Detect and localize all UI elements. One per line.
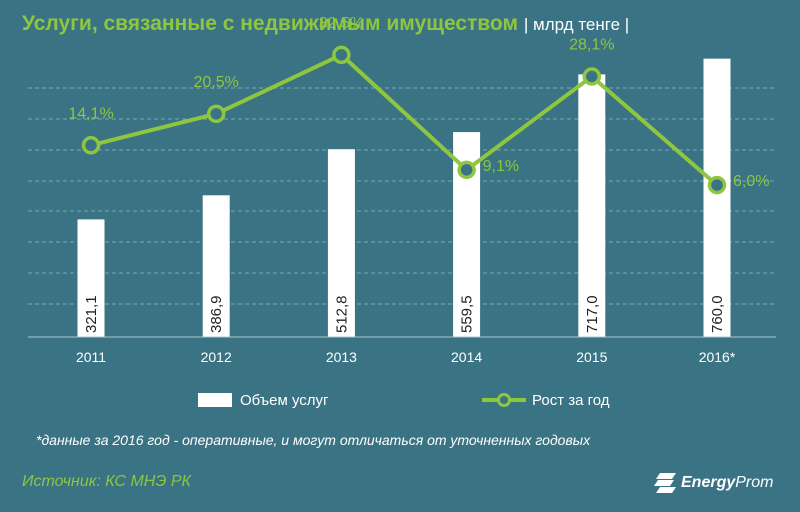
growth-marker-2014 — [457, 160, 476, 180]
energyprom-logo-mark — [654, 473, 676, 493]
bar-label-2013: 512,8 — [333, 295, 350, 333]
growth-marker-2012 — [206, 104, 226, 124]
bar-label-2011: 321,1 — [83, 295, 100, 333]
legend-line-swatch — [482, 393, 526, 407]
growth-marker-2011 — [81, 136, 101, 155]
energyprom-logo: EnergyProm — [654, 470, 773, 496]
bar-series — [77, 58, 731, 338]
legend-item-growth: Рост за год — [482, 388, 610, 412]
legend-growth-label: Рост за год — [532, 391, 610, 409]
bar-2015 — [578, 74, 606, 338]
bar-2012 — [202, 195, 230, 337]
bar-label-2012: 386,9 — [208, 295, 225, 333]
bar-2013 — [327, 149, 355, 337]
footnote: *данные за 2016 год - оперативные, и мог… — [36, 432, 591, 448]
growth-label-2011: 14,1% — [68, 105, 113, 122]
growth-marker-2016* — [707, 175, 727, 195]
legend-item-volume: Объем услуг — [198, 388, 329, 412]
chart-title-text: Услуги, связанные с недвижимым имущество… — [22, 12, 519, 35]
x-tick-2014: 2014 — [451, 349, 482, 365]
growth-line-series — [81, 45, 727, 195]
gridlines — [28, 87, 776, 305]
growth-label-2013: 32,5% — [319, 15, 364, 32]
growth-label-2016*: 6,0% — [733, 173, 769, 190]
x-tick-labels: 2011 2012 2013 2014 2015 2016* — [76, 349, 736, 365]
growth-marker-2015 — [582, 67, 602, 86]
legend-bar-swatch — [198, 393, 232, 407]
x-tick-2015: 2015 — [576, 349, 607, 365]
x-tick-2016*: 2016* — [699, 349, 736, 365]
bar-2011 — [77, 219, 105, 337]
growth-line — [90, 52, 719, 187]
bar-2016* — [703, 58, 731, 338]
energyprom-logo-text: EnergyProm — [681, 474, 774, 491]
chart-title: Услуги, связанные с недвижимым имущество… — [22, 12, 629, 36]
bar-label-2014: 559,5 — [459, 295, 476, 333]
x-tick-2012: 2012 — [201, 349, 232, 365]
growth-value-labels: 14,1% 20,5% 32,5% 9,1% 28,1% 6,0% — [68, 15, 769, 190]
growth-label-2012: 20,5% — [194, 74, 239, 91]
source-note: Источник: КС МНЭ РК — [22, 473, 191, 490]
growth-label-2015: 28,1% — [569, 36, 614, 53]
bar-label-2016*: 760,0 — [709, 295, 726, 333]
chart-unit: | млрд тенге | — [523, 15, 630, 34]
x-tick-2011: 2011 — [76, 349, 106, 365]
growth-marker-2013 — [332, 45, 351, 65]
growth-label-2014: 9,1% — [483, 158, 519, 175]
bar-label-2015: 717,0 — [584, 295, 601, 333]
legend-volume-label: Объем услуг — [240, 391, 329, 409]
x-tick-2013: 2013 — [326, 349, 357, 365]
bar-value-labels: 321,1 386,9 512,8 559,5 717,0 760,0 — [83, 295, 726, 333]
